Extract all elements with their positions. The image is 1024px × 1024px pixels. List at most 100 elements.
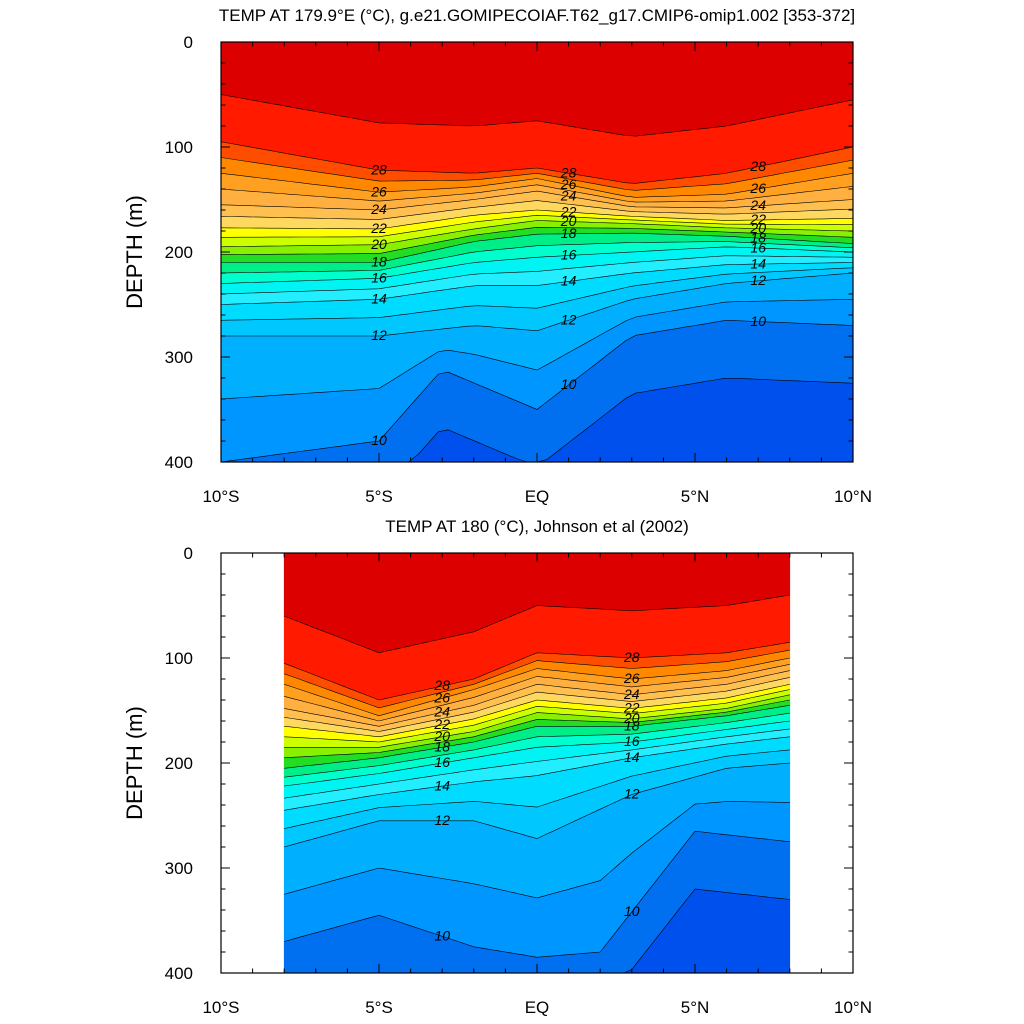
isotherm-line	[284, 642, 790, 701]
contour-label: 28	[433, 677, 450, 693]
contour-label: 24	[560, 188, 577, 204]
isotherm-line	[220, 241, 854, 274]
contour-label: 18	[561, 225, 577, 241]
contour-label: 26	[560, 176, 577, 192]
contour-label: 16	[624, 733, 640, 749]
contour-label: 24	[370, 201, 387, 217]
contour-label: 28	[370, 161, 387, 177]
contour-label: 24	[433, 704, 450, 720]
y-tick-label: 200	[165, 754, 193, 773]
contour-label: 16	[371, 270, 387, 286]
isotherm-line	[220, 299, 854, 400]
isotherm-line	[220, 209, 854, 230]
x-tick-label: 10°S	[202, 998, 239, 1017]
isotherm-line	[284, 736, 790, 811]
x-tick-label: 10°N	[834, 487, 872, 506]
x-tick-label: 10°N	[834, 998, 872, 1017]
isotherm-line	[220, 141, 854, 184]
contour-label: 12	[561, 311, 577, 327]
contour-label: 24	[749, 197, 766, 213]
contour-label: 20	[623, 710, 640, 726]
y-axis: 0 100 200 300 400 DEPTH (m)	[122, 33, 193, 472]
contour-label: 16	[750, 239, 766, 255]
contour-label: 18	[624, 718, 640, 734]
y-tick-label: 400	[165, 453, 193, 472]
isotherm-line	[284, 712, 790, 778]
y-tick-label: 0	[184, 33, 193, 52]
contour-label: 12	[371, 327, 387, 343]
contour-label: 14	[434, 777, 450, 793]
y-axis-label: DEPTH (m)	[122, 706, 147, 820]
contour-label: 10	[371, 432, 387, 448]
contour-label: 20	[370, 236, 387, 252]
chart-title: TEMP AT 180 (°C), Johnson et al (2002)	[385, 517, 689, 536]
isotherm-line	[220, 173, 854, 198]
contour-label: 16	[434, 754, 450, 770]
contour-label: 28	[623, 649, 640, 665]
contour-label: 14	[624, 749, 640, 765]
contour-label: 18	[434, 739, 450, 755]
y-tick-label: 100	[165, 138, 193, 157]
isotherm-line	[221, 232, 854, 263]
isotherm-line	[220, 320, 854, 463]
isotherm-line	[284, 684, 790, 738]
contour-label: 18	[750, 229, 766, 245]
contour-label: 16	[561, 247, 577, 263]
contour-label: 22	[623, 700, 640, 716]
isotherm-line	[284, 801, 790, 899]
isotherm-line	[284, 728, 790, 799]
isotherm-line	[284, 649, 790, 709]
isotherm-line	[220, 190, 854, 211]
isotherm-line	[284, 830, 790, 958]
contour-label: 18	[371, 254, 387, 270]
x-tick-label: 5°S	[365, 998, 393, 1017]
isotherm-line	[284, 749, 790, 829]
x-tick-label: 5°N	[681, 998, 710, 1017]
isotherm-line	[284, 664, 790, 722]
contour-label: 12	[750, 272, 766, 288]
x-tick-label: EQ	[525, 998, 550, 1017]
axis-ticks	[220, 552, 854, 974]
contour-label: 28	[560, 165, 577, 181]
chart-title: TEMP AT 179.9°E (°C), g.e21.GOMIPECOIAF.…	[219, 6, 855, 25]
isotherm-line	[220, 94, 854, 137]
y-tick-label: 300	[165, 859, 193, 878]
contour-label: 26	[433, 690, 450, 706]
contour-label: 22	[749, 211, 766, 227]
x-tick-label: 5°N	[681, 487, 710, 506]
isotherm-line	[284, 762, 790, 848]
chart-panel-model: TEMP AT 179.9°E (°C), g.e21.GOMIPECOIAF.…	[122, 6, 872, 506]
contour-label: 14	[561, 273, 577, 289]
contour-label: 10	[624, 903, 640, 919]
x-axis: 10°S 5°S EQ 5°N 10°N	[202, 998, 872, 1017]
y-tick-label: 100	[165, 649, 193, 668]
isotherm-line	[220, 184, 854, 203]
isotherm-line	[221, 226, 854, 255]
isotherm-line	[284, 689, 790, 743]
isotherm-line	[284, 705, 790, 769]
y-tick-label: 0	[184, 544, 193, 563]
x-tick-label: EQ	[525, 487, 550, 506]
isotherm-line	[220, 246, 854, 284]
isotherm-line	[284, 670, 790, 727]
contour-label: 22	[433, 716, 450, 732]
y-tick-label: 400	[165, 964, 193, 983]
contour-label: 22	[370, 220, 387, 236]
contour-label: 10	[561, 376, 577, 392]
x-tick-label: 10°S	[202, 487, 239, 506]
isotherm-line	[284, 657, 790, 717]
contour-label: 26	[749, 180, 766, 196]
contour-label: 24	[623, 686, 640, 702]
contour-label: 12	[434, 812, 450, 828]
contour-label: 22	[560, 203, 577, 219]
contour-label: 20	[749, 220, 766, 236]
isotherm-line	[220, 220, 854, 248]
y-axis: 0 100 200 300 400 DEPTH (m)	[122, 544, 193, 983]
isotherm-line	[220, 255, 854, 295]
isotherm-line	[221, 214, 853, 238]
y-tick-label: 300	[165, 348, 193, 367]
isotherm-line	[220, 200, 854, 220]
isotherm-line	[284, 594, 790, 654]
